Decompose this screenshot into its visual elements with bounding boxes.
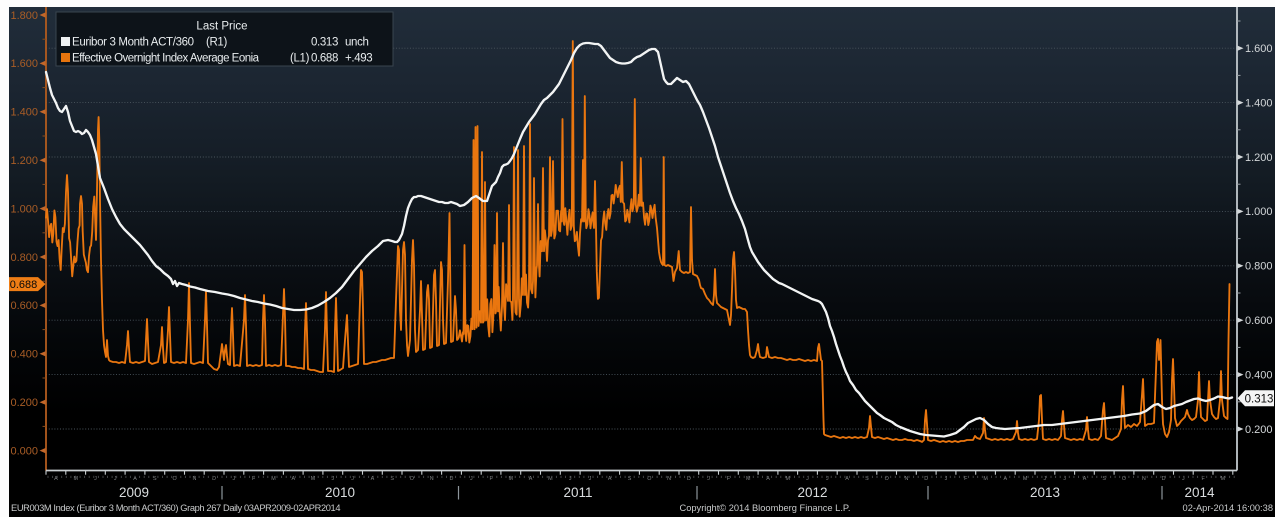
svg-text:J: J — [707, 476, 710, 482]
svg-text:unch: unch — [345, 37, 369, 49]
svg-text:S: S — [865, 476, 869, 482]
svg-text:N: N — [192, 476, 196, 482]
svg-text:2013: 2013 — [1030, 485, 1060, 500]
svg-text:M: M — [1023, 476, 1028, 482]
svg-text:1.600: 1.600 — [10, 58, 38, 70]
svg-text:02-Apr-2014 16:00:38: 02-Apr-2014 16:00:38 — [1183, 503, 1273, 513]
svg-text:J: J — [470, 476, 473, 482]
svg-text:M: M — [1221, 476, 1226, 482]
svg-text:J: J — [1182, 476, 1185, 482]
svg-text:D: D — [212, 476, 216, 482]
svg-text:A: A — [1083, 476, 1087, 482]
svg-text:A: A — [766, 476, 770, 482]
svg-text:J: J — [1063, 476, 1066, 482]
svg-text:Last Price: Last Price — [196, 21, 247, 33]
svg-text:D: D — [687, 476, 691, 482]
svg-text:M: M — [271, 476, 276, 482]
svg-text:M: M — [786, 476, 791, 482]
svg-text:1.800: 1.800 — [10, 10, 38, 22]
svg-text:1.000: 1.000 — [1245, 206, 1273, 218]
svg-text:J: J — [351, 476, 354, 482]
svg-text:(R1): (R1) — [206, 37, 227, 49]
svg-text:F: F — [1201, 476, 1205, 482]
svg-text:M: M — [983, 476, 988, 482]
svg-text:J: J — [945, 476, 948, 482]
svg-text:S: S — [153, 476, 157, 482]
svg-text:M: M — [746, 476, 751, 482]
svg-text:D: D — [450, 476, 454, 482]
svg-text:1.200: 1.200 — [1245, 152, 1273, 164]
svg-text:Euribor 3 Month ACT/360: Euribor 3 Month ACT/360 — [72, 37, 194, 49]
svg-text:M: M — [73, 476, 78, 482]
svg-text:M: M — [548, 476, 553, 482]
svg-text:A: A — [845, 476, 849, 482]
svg-text:O: O — [1122, 476, 1126, 482]
svg-text:Copyright© 2014 Bloomberg Fina: Copyright© 2014 Bloomberg Finance L.P. — [679, 503, 850, 513]
svg-text:J: J — [114, 476, 117, 482]
svg-text:J: J — [233, 476, 236, 482]
svg-text:O: O — [410, 476, 414, 482]
svg-text:0.600: 0.600 — [1245, 315, 1273, 327]
svg-text:F: F — [252, 476, 256, 482]
svg-text:+.493: +.493 — [345, 53, 372, 65]
svg-text:2011: 2011 — [563, 485, 592, 500]
svg-text:0.800: 0.800 — [1245, 261, 1273, 273]
svg-text:A: A — [133, 476, 137, 482]
svg-text:0.313: 0.313 — [311, 37, 338, 49]
svg-text:1.200: 1.200 — [10, 155, 38, 167]
svg-text:J: J — [331, 476, 334, 482]
svg-text:2012: 2012 — [797, 485, 827, 500]
svg-text:(L1): (L1) — [290, 53, 310, 65]
svg-text:0.600: 0.600 — [10, 300, 38, 312]
svg-text:J: J — [806, 476, 809, 482]
svg-text:N: N — [430, 476, 434, 482]
svg-text:M: M — [311, 476, 316, 482]
svg-text:J: J — [569, 476, 572, 482]
svg-text:J: J — [1044, 476, 1047, 482]
svg-text:1.000: 1.000 — [10, 203, 38, 215]
svg-text:0.400: 0.400 — [1245, 369, 1273, 381]
svg-text:O: O — [647, 476, 651, 482]
svg-text:2010: 2010 — [325, 485, 355, 500]
svg-text:0.688: 0.688 — [311, 53, 338, 65]
svg-text:0.688: 0.688 — [10, 279, 38, 291]
svg-text:D: D — [1162, 476, 1166, 482]
svg-text:0.313: 0.313 — [1245, 393, 1274, 405]
svg-text:0.400: 0.400 — [10, 349, 38, 361]
svg-text:N: N — [904, 476, 908, 482]
svg-text:S: S — [390, 476, 394, 482]
svg-text:S: S — [628, 476, 632, 482]
svg-text:A: A — [529, 476, 533, 482]
svg-text:O: O — [885, 476, 889, 482]
svg-text:S: S — [1102, 476, 1106, 482]
svg-text:2009: 2009 — [119, 485, 149, 500]
svg-text:1.600: 1.600 — [1245, 43, 1273, 55]
svg-text:N: N — [667, 476, 671, 482]
svg-text:J: J — [589, 476, 592, 482]
svg-text:J: J — [826, 476, 829, 482]
svg-text:Effective Overnight Index Aver: Effective Overnight Index Average Eonia — [72, 53, 260, 65]
svg-text:D: D — [924, 476, 928, 482]
svg-text:0.200: 0.200 — [1245, 424, 1273, 436]
svg-text:0.000: 0.000 — [10, 445, 38, 457]
svg-text:A: A — [1003, 476, 1007, 482]
svg-text:F: F — [964, 476, 968, 482]
svg-text:0.800: 0.800 — [10, 252, 38, 264]
svg-text:EUR003M Index (Euribor 3 Month: EUR003M Index (Euribor 3 Month ACT/360) … — [11, 503, 340, 513]
svg-text:1.400: 1.400 — [10, 107, 38, 119]
svg-text:F: F — [727, 476, 731, 482]
svg-text:N: N — [1142, 476, 1146, 482]
svg-text:F: F — [489, 476, 493, 482]
svg-text:M: M — [509, 476, 514, 482]
svg-text:J: J — [94, 476, 97, 482]
svg-text:0.200: 0.200 — [10, 397, 38, 409]
svg-text:1.400: 1.400 — [1245, 97, 1273, 109]
svg-text:A: A — [291, 476, 295, 482]
svg-text:A: A — [608, 476, 612, 482]
svg-text:A: A — [371, 476, 375, 482]
svg-text:A: A — [54, 476, 58, 482]
svg-text:2014: 2014 — [1184, 485, 1215, 500]
svg-text:O: O — [172, 476, 176, 482]
